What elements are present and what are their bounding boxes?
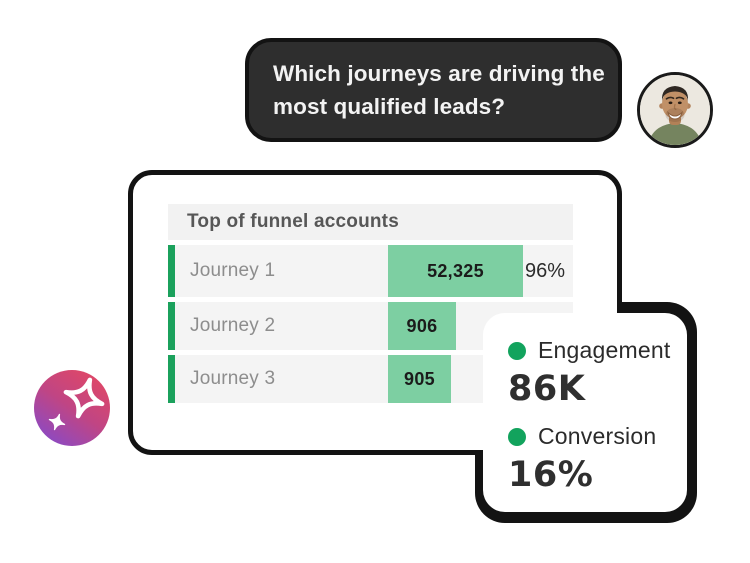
metric-value: 16% xyxy=(508,455,594,495)
journey-label: Journey 2 xyxy=(190,315,276,336)
percent-value: 96% xyxy=(524,259,565,282)
metric-conversion: Conversion 16% xyxy=(508,423,687,495)
value-bar: 906 xyxy=(388,302,456,350)
ai-assistant-badge[interactable] xyxy=(34,370,110,446)
avatar-illustration xyxy=(640,75,710,145)
value-bar: 905 xyxy=(388,355,451,403)
chat-message-line-1: Which journeys are driving the xyxy=(273,61,605,86)
metric-label: Engagement xyxy=(538,337,671,363)
journey-label: Journey 3 xyxy=(190,368,276,389)
sparkle-star-icon xyxy=(48,377,105,431)
metrics-card: Engagement 86K Conversion 16% xyxy=(483,313,687,512)
funnel-table-title: Top of funnel accounts xyxy=(168,204,573,240)
chat-message-line-2: most qualified leads? xyxy=(273,94,506,119)
table-row-journey-1[interactable]: Journey 1 52,325 96% xyxy=(168,245,573,297)
journey-label: Journey 1 xyxy=(190,260,276,281)
user-avatar xyxy=(637,72,713,148)
engagement-dot-icon xyxy=(508,341,526,360)
metric-engagement: Engagement 86K xyxy=(508,337,687,409)
chat-message-bubble: Which journeys are driving the most qual… xyxy=(245,38,622,142)
value-bar: 52,325 xyxy=(388,245,523,297)
metric-value: 86K xyxy=(508,369,586,409)
metric-label: Conversion xyxy=(538,423,657,449)
conversion-dot-icon xyxy=(508,427,526,446)
